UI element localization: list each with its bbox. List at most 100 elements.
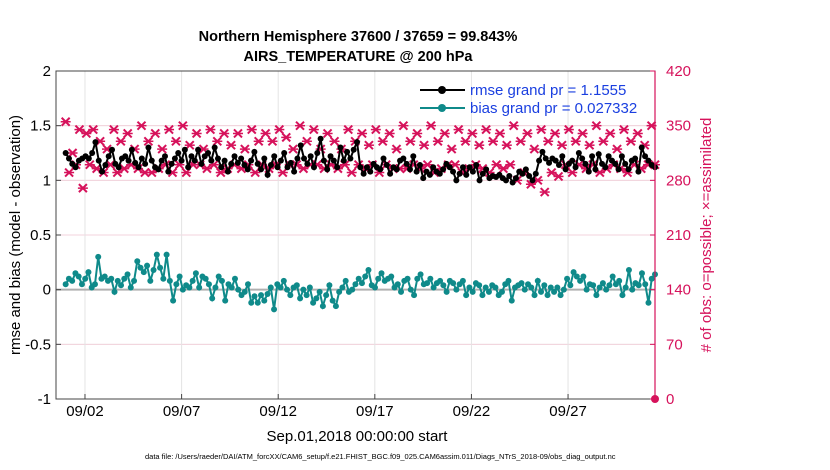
obs-assimilated-point: [553, 171, 564, 182]
right-tick-label: 0: [666, 391, 674, 408]
rmse-point: [314, 150, 321, 156]
bias-point: [427, 275, 434, 282]
obs-assimilated-point: [212, 136, 223, 146]
bias-point: [173, 281, 180, 288]
bias-point: [603, 286, 610, 293]
rmse-point: [546, 159, 553, 166]
obs-assimilated-point: [357, 128, 368, 139]
rmse-point: [128, 146, 135, 153]
rmse-point: [337, 144, 344, 151]
obs-assimilated-point: [460, 136, 471, 146]
bias-point: [551, 288, 558, 295]
rmse-point: [161, 153, 168, 160]
rmse-point: [317, 135, 324, 142]
rmse-point: [241, 162, 248, 169]
bias-point: [235, 286, 242, 293]
x-tick-label: 09/17: [356, 403, 394, 420]
obs-assimilated-point: [481, 124, 492, 135]
bias-point: [192, 270, 199, 277]
rmse-point: [248, 157, 255, 164]
obs-assimilated-point: [322, 128, 333, 139]
bias-point: [443, 288, 450, 295]
bias-point: [267, 284, 274, 291]
rmse-point: [383, 162, 390, 169]
rmse-point: [589, 153, 596, 160]
rmse-point: [165, 168, 172, 175]
rmse-point: [410, 153, 417, 160]
rmse-point: [191, 157, 198, 164]
bias-point: [280, 277, 287, 284]
obs-assimilated-point: [625, 136, 636, 146]
rmse-point: [188, 153, 195, 160]
rmse-point: [132, 159, 139, 166]
bias-point: [362, 273, 369, 280]
bias-point: [528, 284, 535, 291]
obs-assimilated-point: [253, 136, 264, 146]
rmse-point: [430, 164, 437, 171]
bias-point: [463, 292, 470, 299]
x-axis-ticks: 09/02 09/07 09/12 09/17 09/22 09/27: [66, 394, 587, 420]
obs-assimilated-point: [219, 128, 230, 139]
rmse-point: [582, 160, 589, 167]
rmse-point: [327, 153, 334, 160]
rmse-point: [387, 170, 394, 177]
bias-point: [411, 292, 418, 299]
rmse-point: [575, 150, 582, 156]
bias-point: [342, 277, 349, 284]
rmse-point: [198, 160, 205, 167]
rmse-point: [635, 168, 642, 175]
bias-point: [629, 286, 636, 293]
bias-series: [62, 251, 658, 313]
bias-point: [62, 281, 69, 288]
obs-assimilated-point: [563, 124, 574, 135]
rmse-point: [287, 159, 294, 166]
obs-assimilated-point: [281, 132, 292, 143]
bias-point: [202, 275, 209, 282]
obs-assimilated-point: [295, 120, 306, 131]
rmse-point: [426, 171, 433, 178]
obs-assimilated-point: [64, 167, 75, 178]
rmse-point: [622, 160, 629, 167]
bias-point: [310, 299, 317, 306]
obs-assimilated-point: [88, 124, 99, 135]
obs-assimilated-point: [412, 128, 423, 139]
bias-point: [453, 286, 460, 293]
bias-point: [534, 277, 541, 284]
bias-point: [378, 270, 385, 277]
obs-assimilated-point: [288, 144, 299, 154]
bias-point: [388, 273, 395, 280]
bias-point: [564, 275, 571, 282]
bias-point: [144, 262, 151, 269]
obs-assimilated-point: [494, 128, 505, 139]
bias-point: [196, 284, 203, 291]
bias-point: [189, 277, 196, 284]
bias-point: [476, 282, 483, 289]
bias-point: [264, 291, 271, 298]
obs-assimilated-point: [260, 128, 271, 139]
rmse-point: [615, 166, 622, 173]
rmse-point: [258, 166, 265, 173]
rmse-point: [503, 177, 510, 184]
obs-assimilated-point: [515, 136, 526, 146]
bias-point: [505, 277, 512, 284]
obs-assimilated-point: [277, 167, 288, 178]
rmse-point: [450, 168, 457, 175]
rmse-point: [301, 155, 308, 162]
bias-point: [544, 292, 551, 299]
rmse-point: [224, 168, 231, 175]
rmse-point: [291, 168, 298, 175]
obs-assimilated-point: [267, 136, 278, 146]
rmse-point: [208, 157, 215, 164]
bias-point: [163, 251, 170, 258]
bias-point: [215, 273, 222, 280]
bias-point: [560, 286, 567, 293]
obs-assimilated-point: [432, 136, 443, 146]
bias-point: [222, 297, 229, 304]
obs-assimilated-point: [474, 140, 485, 150]
bias-point: [648, 275, 655, 282]
bias-point: [277, 284, 284, 291]
rmse-point: [181, 146, 188, 153]
rmse-point: [400, 155, 407, 162]
obs-assimilated-point: [343, 124, 354, 135]
